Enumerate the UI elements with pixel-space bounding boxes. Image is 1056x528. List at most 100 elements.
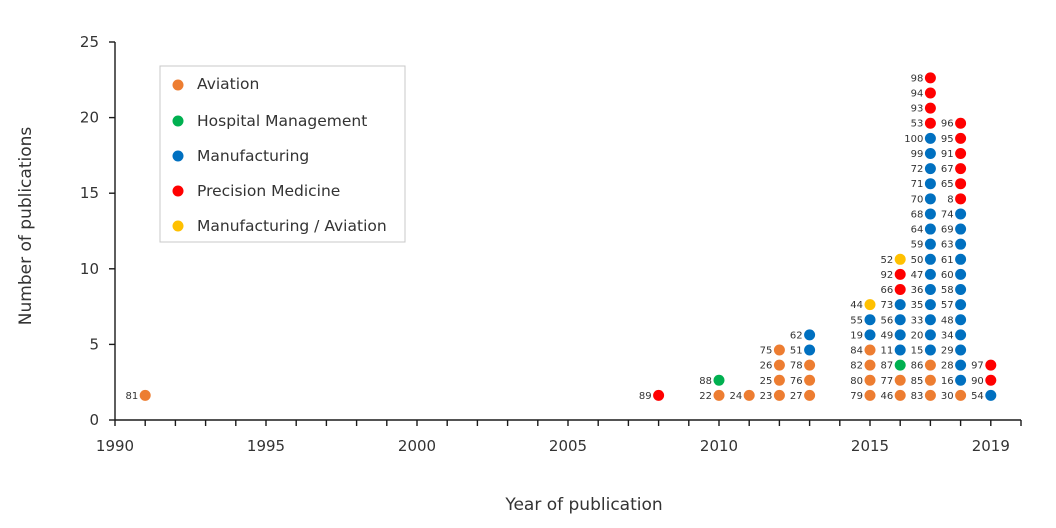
data-label: 55 [850, 315, 863, 326]
legend-label-aviation: Aviation [197, 75, 259, 93]
data-label: 86 [911, 361, 924, 372]
data-label: 74 [941, 209, 954, 220]
x-axis-title: Year of publication [504, 495, 662, 515]
data-point [894, 329, 906, 341]
data-label: 51 [790, 346, 803, 357]
data-point [955, 299, 967, 311]
data-point [955, 344, 967, 356]
x-tick-label: 1995 [247, 437, 285, 455]
data-label: 71 [911, 179, 924, 190]
data-label: 48 [941, 315, 954, 326]
data-label: 56 [880, 315, 893, 326]
data-point [894, 253, 906, 265]
y-axis-title: Number of publications [16, 127, 36, 326]
legend-item-precision-medicine: Precision Medicine [172, 182, 340, 200]
data-point [955, 178, 967, 190]
data-label: 44 [850, 300, 863, 311]
data-point [924, 163, 936, 175]
data-label: 100 [904, 134, 923, 145]
data-label: 25 [760, 376, 773, 387]
legend-item-manufacturing-aviation: Manufacturing / Aviation [172, 217, 387, 235]
data-label: 72 [911, 164, 924, 175]
legend-marker-manufacturing-aviation [172, 220, 184, 232]
chart-points: 81 22 24 23 25 26 75 27 76 78 79 80 82 84 46 77 83 85 86 30… [125, 72, 997, 402]
data-label: 79 [850, 391, 863, 402]
data-label: 66 [880, 285, 893, 296]
data-point [924, 193, 936, 205]
data-point [955, 163, 967, 175]
data-label: 63 [941, 240, 954, 251]
data-point [924, 238, 936, 250]
data-point [985, 359, 997, 371]
data-label: 16 [941, 376, 954, 387]
data-point [894, 284, 906, 296]
data-point [955, 147, 967, 159]
legend-item-manufacturing: Manufacturing [172, 147, 309, 165]
legend-marker-aviation [172, 79, 184, 91]
data-point [804, 374, 816, 386]
data-label: 90 [971, 376, 984, 387]
data-label: 85 [911, 376, 924, 387]
data-label: 54 [971, 391, 984, 402]
data-label: 84 [850, 346, 863, 357]
data-point [924, 253, 936, 265]
data-point [955, 253, 967, 265]
data-label: 95 [941, 134, 954, 145]
x-tick-label: 2005 [549, 437, 587, 455]
legend-item-aviation: Aviation [172, 75, 259, 93]
data-label: 11 [880, 346, 893, 357]
data-label: 26 [760, 361, 773, 372]
data-label: 81 [125, 391, 138, 402]
data-label: 64 [911, 225, 924, 236]
data-point [773, 359, 785, 371]
data-label: 46 [880, 391, 893, 402]
data-label: 83 [911, 391, 924, 402]
data-point [924, 389, 936, 401]
data-label: 80 [850, 376, 863, 387]
data-label: 59 [911, 240, 924, 251]
data-point [924, 102, 936, 114]
data-label: 15 [911, 346, 924, 357]
data-point [804, 344, 816, 356]
data-point [864, 314, 876, 326]
data-point [864, 299, 876, 311]
data-label: 70 [911, 194, 924, 205]
data-label: 75 [760, 346, 773, 357]
data-point [804, 389, 816, 401]
data-label: 35 [911, 300, 924, 311]
data-label: 91 [941, 149, 954, 160]
data-point [924, 132, 936, 144]
data-label: 20 [911, 330, 924, 341]
data-label: 36 [911, 285, 924, 296]
data-point [864, 344, 876, 356]
data-label: 89 [639, 391, 652, 402]
data-label: 61 [941, 255, 954, 266]
data-point [955, 193, 967, 205]
x-tick-label: 1990 [96, 437, 134, 455]
legend-marker-manufacturing [172, 150, 184, 162]
data-label: 8 [947, 194, 953, 205]
data-point [894, 299, 906, 311]
data-label: 82 [850, 361, 863, 372]
x-tick-label: 2000 [398, 437, 436, 455]
data-point [894, 389, 906, 401]
data-point [894, 314, 906, 326]
data-label: 62 [790, 330, 803, 341]
x-tick-label: 2015 [851, 437, 889, 455]
data-label: 94 [911, 88, 924, 99]
data-label: 23 [760, 391, 773, 402]
data-point [955, 117, 967, 129]
legend-label-hospital-management: Hospital Management [197, 112, 367, 130]
data-label: 68 [911, 209, 924, 220]
data-label: 67 [941, 164, 954, 175]
data-point [924, 359, 936, 371]
data-label: 97 [971, 361, 984, 372]
data-point [864, 329, 876, 341]
data-label: 30 [941, 391, 954, 402]
data-point [955, 314, 967, 326]
data-label: 96 [941, 119, 954, 130]
legend-label-manufacturing-aviation: Manufacturing / Aviation [197, 217, 387, 235]
data-point [924, 268, 936, 280]
data-point [924, 374, 936, 386]
